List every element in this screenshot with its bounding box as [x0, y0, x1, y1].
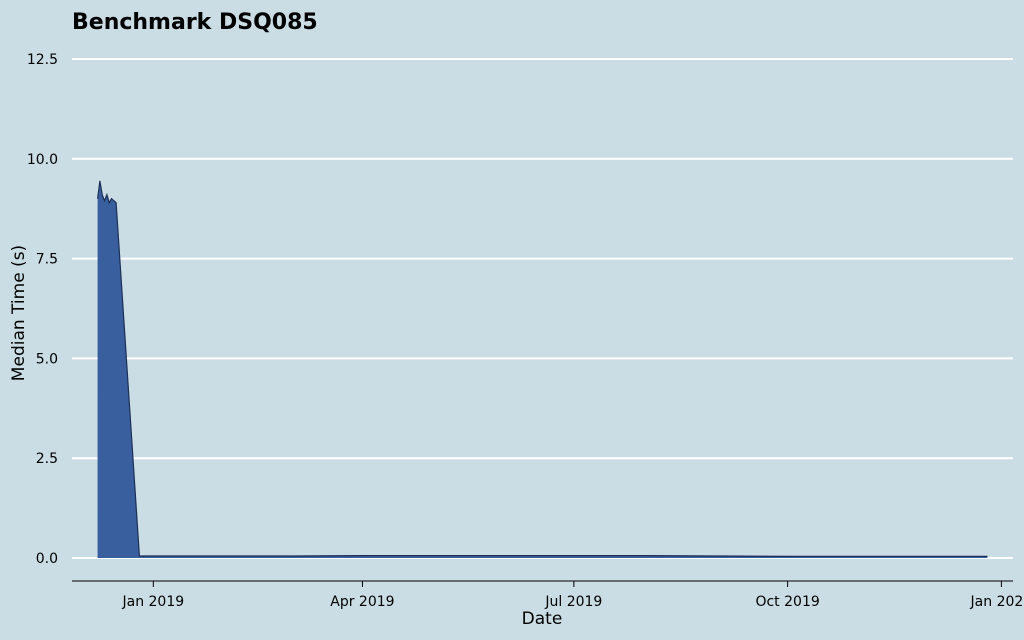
- x-tick-label: Jan 2019: [121, 594, 184, 610]
- x-tick-label: Oct 2019: [755, 594, 819, 610]
- y-tick-label: 10.0: [27, 152, 58, 168]
- x-tick-label: Apr 2019: [330, 594, 394, 610]
- y-tick-label: 0.0: [36, 551, 58, 567]
- y-axis: 0.0 2.5 5.0 7.5 10.0 12.5: [27, 52, 58, 567]
- series-area: [97, 180, 988, 559]
- series-line: [97, 180, 988, 557]
- y-axis-title: Median Time (s): [9, 245, 29, 381]
- y-tick-label: 7.5: [36, 252, 58, 268]
- y-tick-label: 5.0: [36, 351, 58, 367]
- y-tick-label: 2.5: [36, 451, 58, 467]
- x-axis-title: Date: [522, 609, 563, 629]
- x-axis: Jan 2019 Apr 2019 Jul 2019 Oct 2019 Jan 2020: [121, 581, 1024, 610]
- y-tick-label: 12.5: [27, 52, 58, 68]
- x-tick-label: Jul 2019: [544, 594, 602, 610]
- x-tick-label: Jan 2020: [970, 594, 1024, 610]
- chart-title: Benchmark DSQ085: [72, 10, 318, 35]
